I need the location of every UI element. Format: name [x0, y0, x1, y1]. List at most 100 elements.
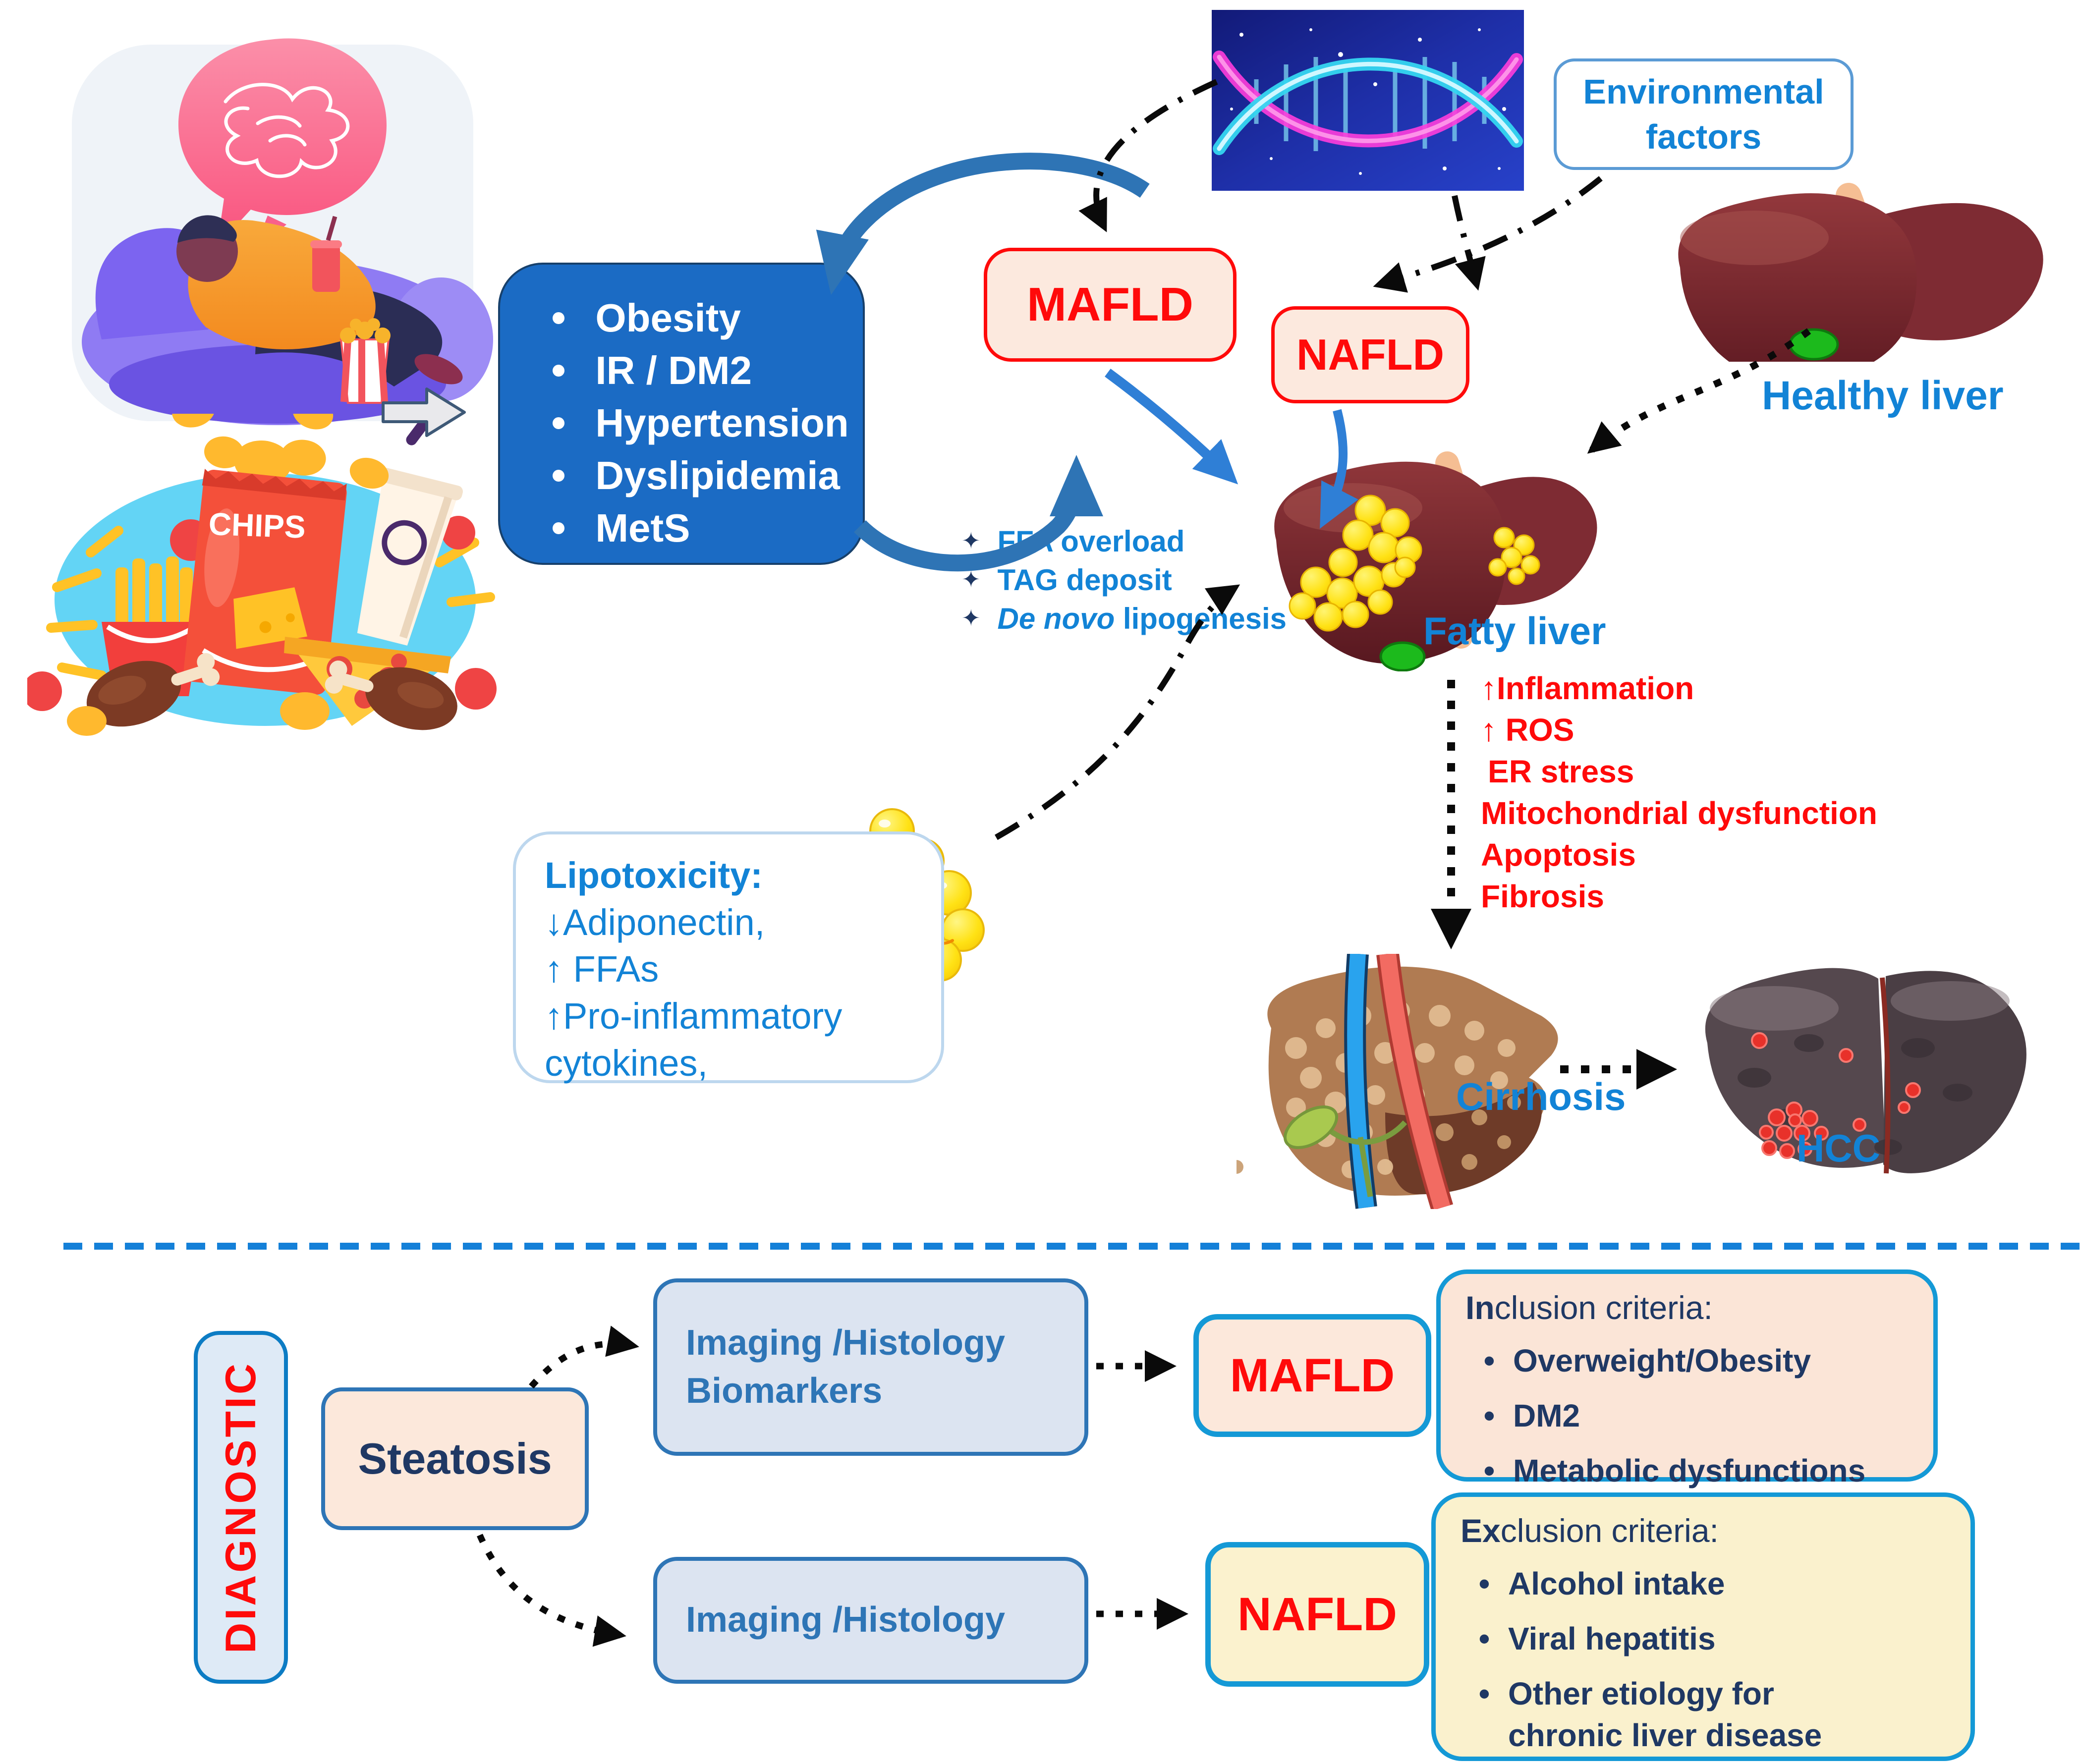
mafld-to-fatty-liver-arrow: [1105, 368, 1238, 485]
portal-vein: [1347, 954, 1374, 1209]
tumor-spots: [1751, 1032, 1921, 1132]
diagnostic-title: DIAGNOSTIC: [217, 1361, 265, 1654]
progression-item: Fibrosis: [1481, 879, 1604, 914]
criteria-item-label: Alcohol intake: [1508, 1566, 1725, 1601]
mechanism-label: FFA overload: [997, 525, 1185, 558]
environmental-factors-box: Environmental factors: [1554, 58, 1854, 170]
dna-genetics-image: [1212, 10, 1524, 191]
criteria-item-label: Other etiology for chronic liver disease: [1508, 1676, 1822, 1753]
criteria-item: DM2: [1465, 1395, 1918, 1436]
mechanism-item: ✦ TAG deposit: [961, 563, 1289, 602]
chips-label: CHIPS: [208, 506, 306, 545]
scattered-chips: [67, 457, 389, 736]
transition-arrow-icon: [382, 387, 466, 437]
nafld-result-label: NAFLD: [1237, 1588, 1397, 1641]
imaging-biomarkers-line2: Biomarkers: [686, 1371, 883, 1411]
diagnostic-header-box: DIAGNOSTIC: [194, 1331, 288, 1684]
mafld-label: MAFLD: [1027, 278, 1193, 331]
star-bullet-icon: ✦: [961, 566, 981, 592]
scribble-icon: [224, 83, 350, 178]
thought-bubble: [178, 38, 387, 246]
drumstick-left: [86, 653, 220, 727]
nafld-label: NAFLD: [1296, 330, 1445, 379]
risk-item: Dyslipidemia: [514, 449, 848, 502]
liver-sheen: [1680, 211, 1829, 265]
exclusion-title-prefix: Ex: [1461, 1512, 1501, 1549]
criteria-item-label: Viral hepatitis: [1508, 1621, 1716, 1657]
inclusion-title-rest: clusion criteria:: [1494, 1289, 1713, 1326]
imaging-histology-box: Imaging /Histology: [653, 1557, 1088, 1684]
risk-factors-box: Obesity IR / DM2 Hypertension Dyslipidem…: [498, 263, 865, 565]
gallbladder: [1379, 641, 1426, 671]
exclusion-criteria-list: Alcohol intake Viral hepatitis Other eti…: [1461, 1563, 1956, 1756]
exclusion-title-rest: clusion criteria:: [1500, 1512, 1719, 1549]
fat-deposits-small: [1488, 527, 1540, 585]
risk-item-label: IR / DM2: [595, 348, 752, 392]
steatosis-to-imaging-biomarkers-arrow: [529, 1325, 639, 1389]
tumor-cluster: [1759, 1102, 1829, 1159]
lipotoxicity-line: ↓Adiponectin,: [545, 901, 765, 943]
mechanism-label: TAG deposit: [997, 563, 1172, 597]
exclusion-criteria-title: Exclusion criteria:: [1461, 1512, 1956, 1549]
imaging-histology-label: Imaging /Histology: [686, 1600, 1006, 1640]
nafld-box: NAFLD: [1271, 306, 1469, 403]
drink-straw: [326, 216, 337, 241]
sheen-left: [1710, 986, 1839, 1031]
lipotoxicity-box: Lipotoxicity: ↓Adiponectin, ↑ FFAs ↑Pro-…: [513, 831, 944, 1084]
lipotoxicity-line: ↑Pro-inflammatory: [545, 995, 843, 1037]
risk-item: Obesity: [514, 292, 848, 344]
criteria-item: Other etiology for chronic liver disease: [1461, 1673, 1956, 1756]
mafld-result-box: MAFLD: [1193, 1314, 1431, 1437]
inclusion-criteria-title: Inclusion criteria:: [1465, 1289, 1918, 1326]
fatty-liver-label: Fatty liver: [1423, 609, 1606, 653]
steatosis-to-imaging-arrow: [477, 1534, 626, 1647]
mafld-result-label: MAFLD: [1230, 1349, 1395, 1402]
healthy-liver-label: Healthy liver: [1762, 373, 2004, 418]
genetics-to-mafld-arrow: [1078, 79, 1218, 232]
progression-item: Mitochondrial dysfunction: [1481, 795, 1877, 831]
mafld-box: MAFLD: [984, 248, 1237, 362]
progression-effects-list: ↑Inflammation ↑ ROS ER stress Mitochondr…: [1481, 670, 1907, 920]
risk-item-label: Dyslipidemia: [595, 453, 840, 497]
cirrhosis-label: Cirrhosis: [1456, 1075, 1626, 1118]
environmental-line2: factors: [1645, 117, 1762, 156]
progression-item: ↑Inflammation: [1481, 670, 1694, 706]
criteria-item-label: Metabolic dysfunctions: [1513, 1453, 1866, 1489]
lipogenesis-mechanisms-list: ✦ FFA overload ✦ TAG deposit ✦ De novo l…: [961, 524, 1289, 640]
steatosis-label: Steatosis: [358, 1434, 552, 1483]
criteria-item: Alcohol intake: [1461, 1563, 1956, 1604]
star-bullet-icon: ✦: [961, 528, 981, 553]
person-hair: [177, 215, 237, 243]
progression-item: ↑ ROS: [1481, 712, 1574, 748]
mechanism-label-italic: De novo: [997, 602, 1115, 635]
risk-item: Hypertension: [514, 397, 848, 449]
risk-item: MetS: [514, 502, 848, 554]
section-divider: [63, 1243, 2080, 1250]
environmental-line1: Environmental: [1583, 72, 1824, 111]
nodules-dark: [1237, 1096, 1521, 1174]
hcc-liver-image: [1705, 968, 2026, 1174]
criteria-item: Metabolic dysfunctions: [1465, 1450, 1918, 1491]
chips-spill: [172, 414, 334, 485]
inclusion-criteria-box: Inclusion criteria: Overweight/Obesity D…: [1436, 1269, 1938, 1488]
mechanism-item: ✦ FFA overload: [961, 524, 1289, 563]
sparkles: [1230, 28, 1506, 175]
person-shoe: [414, 354, 463, 385]
junk-food-illustration: CHIPS: [27, 414, 497, 736]
sedentary-person-illustration: [72, 38, 493, 425]
progression-item: Apoptosis: [1481, 837, 1636, 873]
genetics-to-nafld-arrow: [1452, 195, 1486, 291]
cirrhosis-liver-image: [1237, 954, 1558, 1209]
fat-deposits-large: [1289, 495, 1422, 632]
inclusion-criteria-list: Overweight/Obesity DM2 Metabolic dysfunc…: [1465, 1340, 1918, 1492]
inclusion-title-prefix: In: [1465, 1289, 1495, 1326]
risk-item: IR / DM2: [514, 344, 848, 397]
risk-item-label: Hypertension: [595, 401, 849, 445]
right-lobe: [1883, 971, 2026, 1173]
progression-item: ER stress: [1488, 754, 1634, 789]
risk-factors-list: Obesity IR / DM2 Hypertension Dyslipidem…: [514, 273, 848, 554]
hcc-label: HCC: [1797, 1126, 1880, 1170]
risk-item-label: MetS: [595, 506, 690, 550]
gallbladder: [1283, 1105, 1339, 1150]
chips-bag: CHIPS: [172, 414, 347, 695]
